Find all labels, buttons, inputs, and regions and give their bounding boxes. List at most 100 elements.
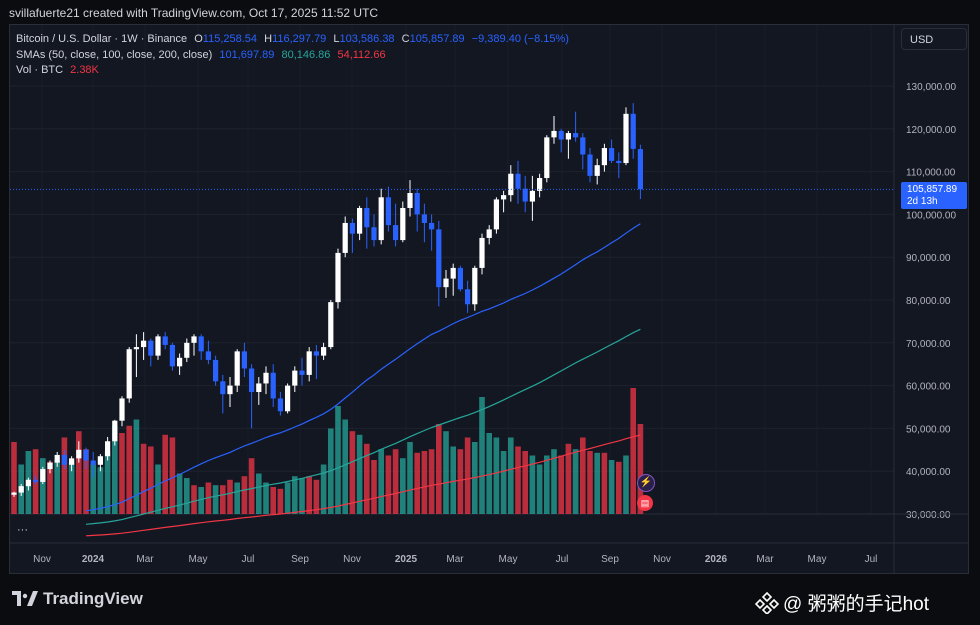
volume-bar	[162, 434, 168, 514]
candle-body	[515, 173, 521, 189]
x-tick-label: Mar	[756, 554, 774, 565]
candle-body	[119, 398, 125, 421]
volume-bar	[428, 449, 435, 514]
candle-body	[25, 479, 31, 487]
x-tick-label: 2025	[395, 554, 418, 565]
candle-body	[537, 178, 543, 191]
more-options-button[interactable]: ···	[17, 524, 28, 536]
diamond-logo-icon	[755, 591, 779, 614]
y-tick-label: 70,000.00	[906, 339, 951, 350]
volume-bar	[443, 431, 449, 514]
volume-bar	[551, 449, 557, 514]
candle-body	[292, 370, 298, 386]
candle-body	[378, 197, 384, 241]
sma100-line	[85, 328, 641, 525]
volume-bar	[104, 451, 111, 514]
volume-bar	[400, 458, 406, 514]
us-flag-event-icon[interactable]: ▤	[637, 495, 653, 511]
candle-body	[493, 199, 499, 230]
volume-bar	[148, 446, 154, 514]
y-tick-label: 60,000.00	[906, 382, 951, 393]
candle-body	[148, 340, 154, 356]
symbol-label[interactable]: Bitcoin / U.S. Dollar · 1W · Binance	[16, 33, 188, 45]
candle-body	[97, 456, 103, 465]
volume-bar	[234, 482, 240, 514]
volume-bar	[637, 424, 644, 514]
bar-countdown: 2d 13h	[907, 196, 938, 207]
x-tick-label: May	[808, 554, 827, 565]
candle-body	[529, 190, 535, 202]
candle-body	[256, 383, 262, 393]
candle-body	[501, 195, 507, 200]
volume-bar	[140, 443, 147, 514]
volume-bar	[349, 431, 356, 514]
volume-bar	[616, 461, 622, 514]
volume-bar	[176, 473, 183, 514]
volume-bar	[133, 419, 140, 514]
volume-bar	[97, 467, 104, 514]
candle-body	[616, 160, 622, 164]
high-label: H	[264, 33, 273, 45]
x-tick-label: 2026	[705, 554, 728, 565]
x-tick-label: 2024	[82, 554, 105, 565]
candle-body	[472, 267, 478, 305]
x-tick-label: May	[189, 554, 208, 565]
tradingview-logo: TradingView	[12, 589, 143, 609]
volume-bar	[356, 434, 363, 514]
volume-bar	[529, 455, 536, 514]
candle-body	[544, 137, 550, 179]
volume-bar	[421, 451, 428, 514]
volume-bar	[601, 452, 608, 514]
volume-bar	[608, 460, 615, 514]
candle-body	[270, 372, 276, 399]
volume-bar	[119, 433, 125, 514]
watermark: @ 粥粥的手记hot	[755, 589, 929, 616]
volume-bar	[508, 437, 514, 514]
candle-body	[263, 372, 269, 384]
candle-body	[508, 173, 514, 196]
candle-body	[249, 368, 255, 393]
volume-bar	[587, 451, 593, 514]
candle-body	[184, 342, 190, 358]
candle-body	[321, 347, 327, 356]
candle-body	[371, 227, 377, 241]
candle-body	[112, 420, 118, 442]
candle-body	[54, 454, 60, 463]
volume-bar	[486, 433, 492, 514]
candle-body	[587, 154, 593, 176]
candle-body	[162, 336, 168, 345]
volume-bar	[11, 442, 17, 514]
candle-body	[551, 130, 557, 138]
volume-bar	[292, 476, 298, 514]
close-label: C	[401, 33, 410, 45]
candle-body	[465, 289, 471, 305]
y-tick-label: 30,000.00	[906, 510, 951, 521]
volume-bar	[184, 478, 190, 514]
legend-sma-row[interactable]: SMAs (50, close, 100, close, 200, close)…	[16, 48, 569, 64]
volume-bar	[126, 425, 132, 514]
x-tick-label: Sep	[601, 554, 619, 565]
volume-bar	[335, 406, 341, 514]
volume-label: Vol · BTC	[16, 64, 64, 76]
volume-bar	[464, 437, 471, 514]
volume-bar	[241, 476, 248, 514]
y-tick-label: 100,000.00	[906, 210, 956, 221]
x-tick-label: Jul	[242, 554, 255, 565]
volume-bar	[457, 449, 464, 514]
currency-button[interactable]: USD	[901, 28, 967, 50]
candle-body	[393, 225, 399, 241]
candle-body	[522, 188, 528, 202]
legend-volume-row[interactable]: Vol · BTC 2.38K	[16, 63, 569, 79]
volume-bar	[342, 419, 348, 514]
x-tick-label: Jul	[865, 554, 878, 565]
candle-body	[76, 449, 82, 459]
volume-bar	[83, 449, 89, 514]
lightning-event-icon[interactable]: ⚡	[637, 474, 655, 492]
volume-bar	[436, 424, 442, 514]
volume-bar	[623, 455, 629, 514]
candle-body	[630, 113, 636, 149]
volume-bar	[572, 449, 579, 514]
volume-bar	[76, 431, 82, 514]
